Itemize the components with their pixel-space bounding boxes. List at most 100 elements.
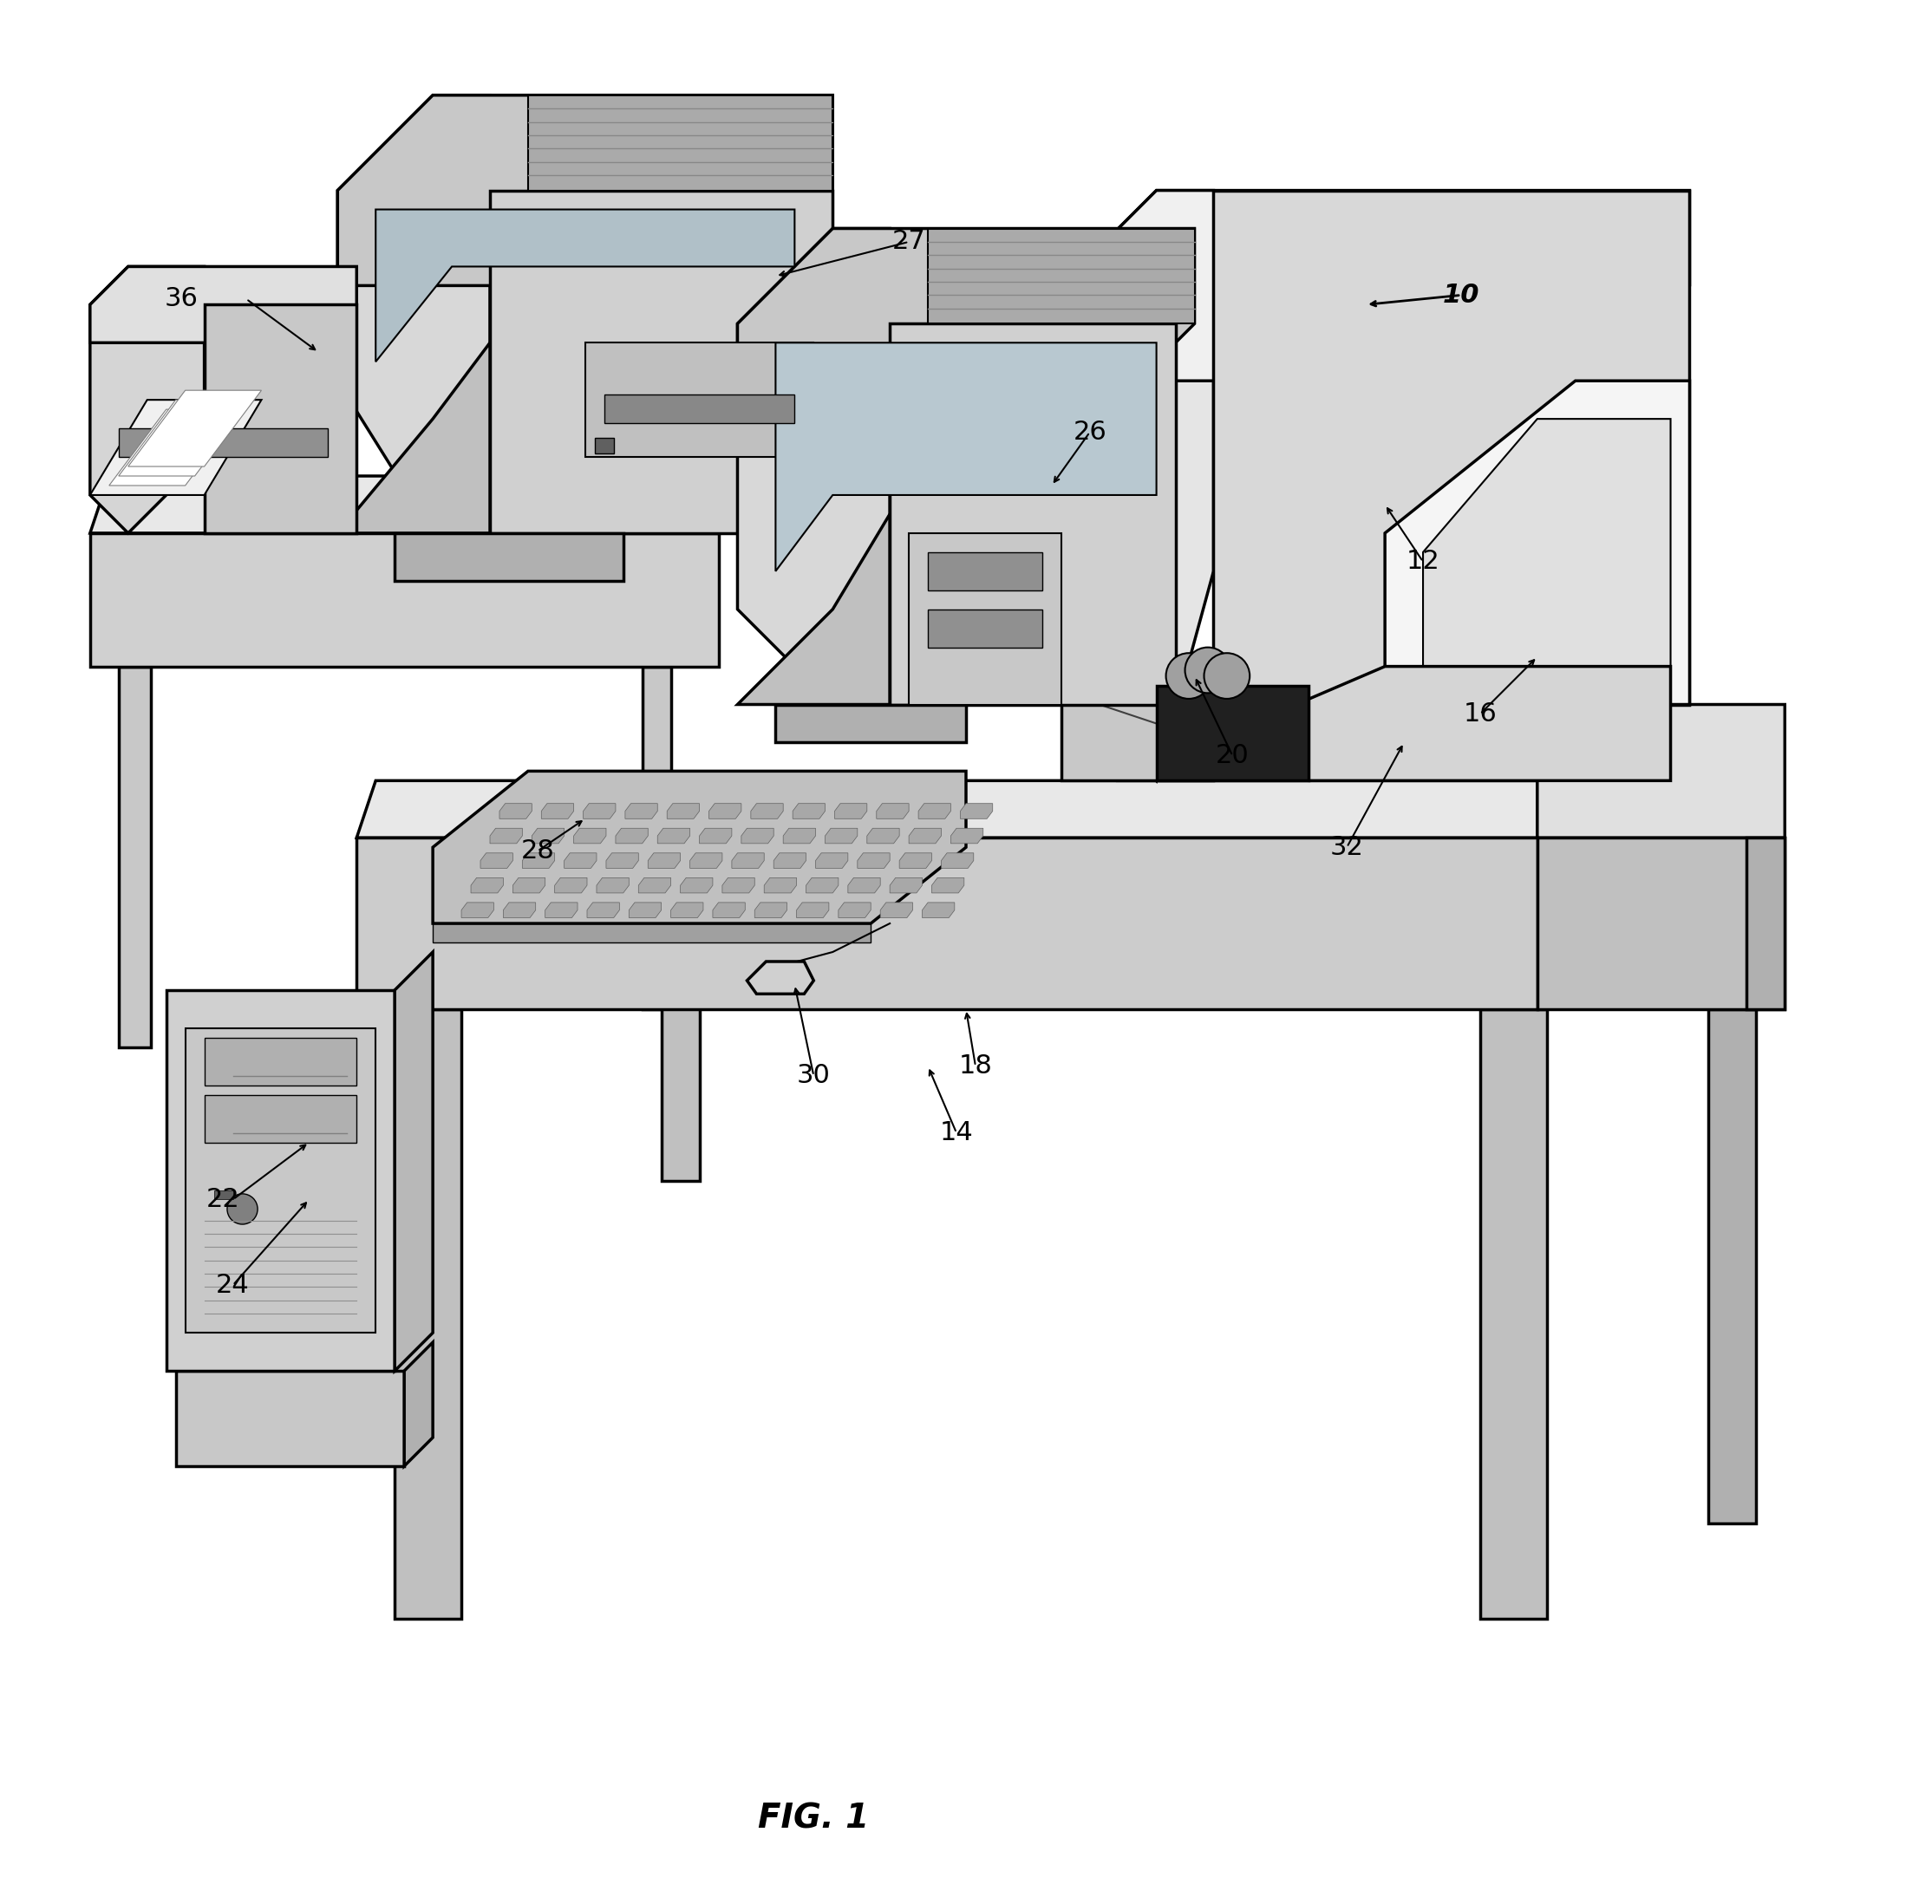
- Polygon shape: [775, 343, 1157, 571]
- Polygon shape: [1538, 838, 1785, 1009]
- Text: 20: 20: [1215, 743, 1250, 769]
- Polygon shape: [941, 853, 974, 868]
- Polygon shape: [338, 343, 491, 533]
- Polygon shape: [128, 390, 261, 466]
- Text: FIG. 1: FIG. 1: [757, 1801, 869, 1835]
- Polygon shape: [670, 902, 703, 918]
- Polygon shape: [657, 828, 690, 843]
- Polygon shape: [765, 878, 796, 893]
- Polygon shape: [738, 514, 891, 704]
- Polygon shape: [1385, 381, 1690, 704]
- Polygon shape: [690, 853, 723, 868]
- Polygon shape: [748, 962, 813, 994]
- Polygon shape: [723, 878, 755, 893]
- Polygon shape: [214, 1190, 234, 1200]
- Polygon shape: [91, 533, 719, 666]
- Polygon shape: [1747, 838, 1785, 1009]
- Polygon shape: [626, 803, 657, 819]
- Polygon shape: [891, 878, 922, 893]
- Polygon shape: [1157, 685, 1308, 781]
- Polygon shape: [908, 828, 941, 843]
- Polygon shape: [605, 394, 794, 423]
- Polygon shape: [1424, 419, 1671, 666]
- Polygon shape: [527, 95, 833, 190]
- Polygon shape: [1119, 704, 1785, 838]
- Circle shape: [1165, 653, 1211, 699]
- Polygon shape: [491, 190, 833, 533]
- Polygon shape: [404, 1342, 433, 1466]
- Polygon shape: [500, 803, 531, 819]
- Circle shape: [1204, 653, 1250, 699]
- Polygon shape: [585, 343, 813, 457]
- Polygon shape: [185, 1028, 375, 1333]
- Polygon shape: [858, 853, 891, 868]
- Polygon shape: [908, 533, 1061, 704]
- Polygon shape: [713, 902, 746, 918]
- Polygon shape: [394, 952, 433, 1371]
- Polygon shape: [815, 853, 848, 868]
- Polygon shape: [471, 878, 502, 893]
- Polygon shape: [738, 228, 891, 704]
- Polygon shape: [166, 990, 394, 1371]
- Polygon shape: [541, 803, 574, 819]
- Text: 36: 36: [164, 286, 199, 312]
- Polygon shape: [773, 853, 806, 868]
- Polygon shape: [394, 1009, 462, 1618]
- Circle shape: [1184, 647, 1231, 693]
- Text: 10: 10: [1443, 282, 1480, 308]
- Polygon shape: [647, 853, 680, 868]
- Polygon shape: [1252, 666, 1671, 781]
- Polygon shape: [481, 853, 512, 868]
- Polygon shape: [91, 476, 738, 533]
- Polygon shape: [118, 428, 328, 457]
- Polygon shape: [738, 228, 1194, 419]
- Text: 18: 18: [958, 1053, 993, 1080]
- Polygon shape: [699, 828, 732, 843]
- Polygon shape: [806, 878, 838, 893]
- Polygon shape: [108, 409, 242, 486]
- Polygon shape: [680, 878, 713, 893]
- Polygon shape: [338, 95, 833, 286]
- Polygon shape: [927, 552, 1041, 590]
- Polygon shape: [545, 902, 578, 918]
- Polygon shape: [607, 853, 638, 868]
- Polygon shape: [357, 838, 1538, 1009]
- Text: 12: 12: [1406, 548, 1439, 575]
- Polygon shape: [91, 267, 205, 533]
- Polygon shape: [867, 828, 900, 843]
- Polygon shape: [931, 878, 964, 893]
- Polygon shape: [357, 781, 1538, 838]
- Polygon shape: [667, 803, 699, 819]
- Polygon shape: [118, 666, 151, 1047]
- Polygon shape: [796, 902, 829, 918]
- Polygon shape: [587, 902, 620, 918]
- Polygon shape: [638, 878, 670, 893]
- Polygon shape: [462, 902, 495, 918]
- Polygon shape: [792, 803, 825, 819]
- Polygon shape: [877, 803, 908, 819]
- Polygon shape: [554, 878, 587, 893]
- Polygon shape: [641, 666, 670, 1009]
- Text: 14: 14: [939, 1120, 974, 1146]
- Polygon shape: [960, 803, 993, 819]
- Polygon shape: [709, 803, 742, 819]
- Polygon shape: [881, 902, 912, 918]
- Polygon shape: [433, 771, 966, 923]
- Text: 28: 28: [522, 838, 554, 864]
- Polygon shape: [502, 902, 535, 918]
- Polygon shape: [433, 923, 871, 942]
- Text: 30: 30: [796, 1062, 831, 1089]
- Polygon shape: [583, 803, 616, 819]
- Polygon shape: [835, 803, 867, 819]
- Polygon shape: [375, 209, 794, 362]
- Text: 32: 32: [1329, 834, 1364, 861]
- Polygon shape: [1061, 666, 1213, 781]
- Polygon shape: [732, 853, 765, 868]
- Polygon shape: [205, 305, 357, 533]
- Polygon shape: [775, 704, 966, 743]
- Polygon shape: [205, 1095, 357, 1142]
- Polygon shape: [91, 267, 357, 343]
- Polygon shape: [574, 828, 607, 843]
- Polygon shape: [564, 853, 597, 868]
- Text: 26: 26: [1072, 419, 1107, 446]
